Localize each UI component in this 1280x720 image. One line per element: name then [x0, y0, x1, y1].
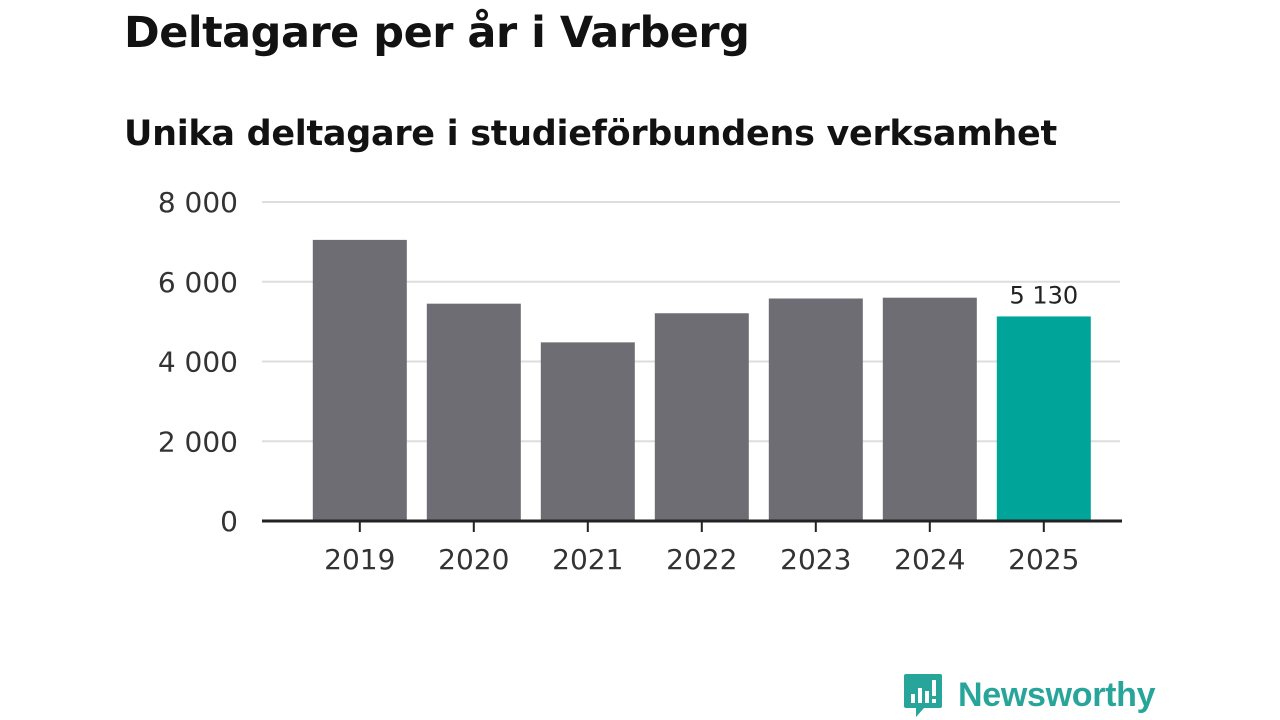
x-tick-label: 2025	[1008, 543, 1079, 576]
logo-wordmark: Newsworthy	[958, 675, 1156, 714]
x-tick-label: 2024	[894, 543, 965, 576]
y-tick-label: 0	[220, 505, 238, 538]
x-tick-label: 2023	[780, 543, 851, 576]
chart-subtitle: Unika deltagare i studieförbundens verks…	[124, 114, 1057, 154]
bar-2021	[540, 342, 635, 521]
y-tick-label: 2 000	[158, 425, 238, 458]
chart-title: Deltagare per år i Varberg	[124, 8, 750, 58]
x-tick-label: 2021	[552, 543, 623, 576]
x-tick-label: 2022	[666, 543, 737, 576]
x-axis-ticks: 2019 2020 2021 2022 2023 2024 2025	[324, 521, 1079, 576]
bar-2022	[654, 313, 749, 521]
bar-2024	[882, 297, 977, 521]
data-labels: 5 130	[1009, 281, 1078, 309]
y-tick-label: 4 000	[158, 346, 238, 379]
x-tick-label: 2019	[324, 543, 395, 576]
data-label-2025: 5 130	[1009, 281, 1078, 309]
bar-2025	[996, 316, 1091, 521]
newsworthy-logo: Newsworthy	[902, 672, 1156, 718]
bar-2019	[312, 239, 407, 521]
x-tick-label: 2020	[438, 543, 509, 576]
y-axis-ticks: 0 2 000 4 000 6 000 8 000	[158, 186, 238, 538]
newsworthy-chart-bubble-icon	[904, 674, 942, 717]
bar-2023	[768, 298, 863, 521]
y-tick-label: 8 000	[158, 186, 238, 219]
bar-2020	[426, 303, 521, 521]
bars	[312, 239, 1091, 521]
y-tick-label: 6 000	[158, 266, 238, 299]
